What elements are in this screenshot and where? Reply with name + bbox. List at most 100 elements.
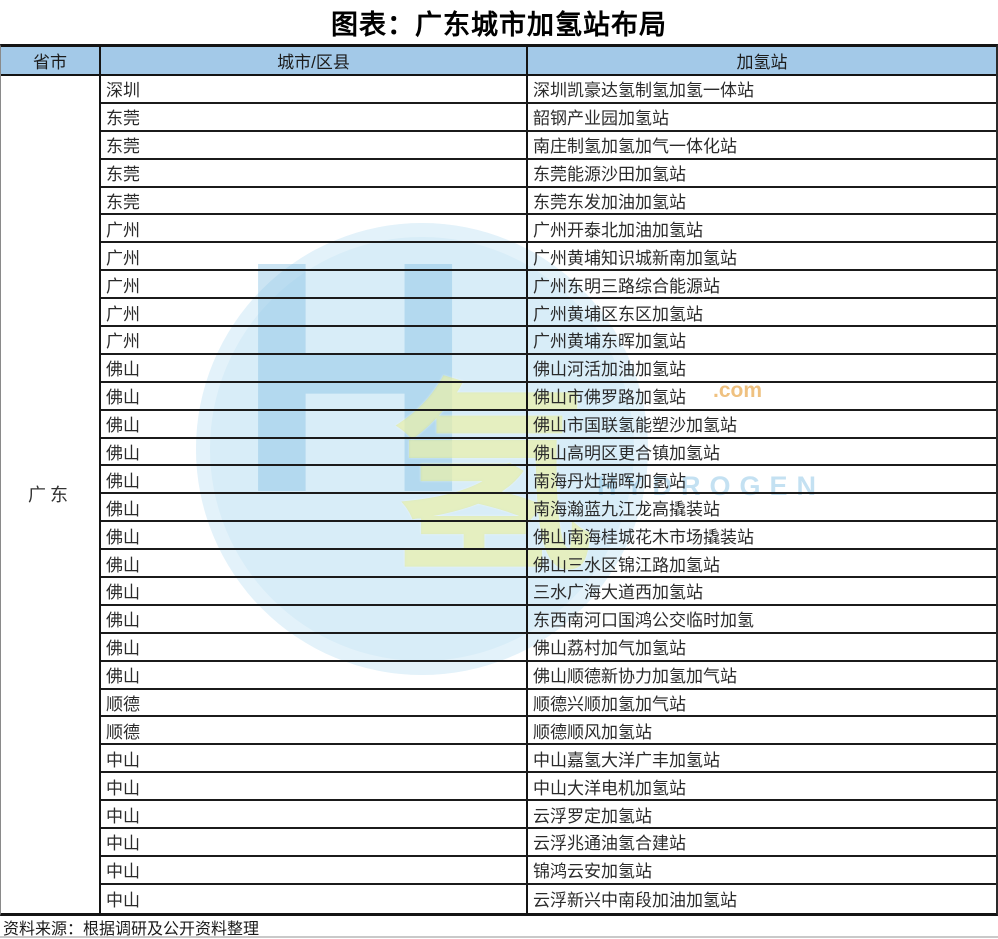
table-row: 广州 广州东明三路综合能源站 bbox=[101, 271, 996, 300]
city-cell: 佛山 bbox=[101, 438, 528, 465]
table-row: 东莞 东莞东发加油加氢站 bbox=[101, 187, 996, 216]
station-cell: 广州开泰北加油加氢站 bbox=[533, 220, 703, 240]
station-cell: 锦鸿云安加氢站 bbox=[533, 862, 652, 882]
station-cell: 佛山南海桂城花木市场撬装站 bbox=[533, 527, 754, 547]
city-cell: 佛山 bbox=[101, 605, 528, 632]
station-cell: 顺德顺风加氢站 bbox=[533, 722, 652, 742]
city-cell: 佛山 bbox=[101, 494, 528, 521]
table-row: 广州 广州黄埔知识城新南加氢站 bbox=[101, 243, 996, 272]
city-cell: 中山 bbox=[101, 745, 528, 772]
city-cell: 佛山 bbox=[101, 466, 528, 493]
table-row: 广州 广州黄埔东晖加氢站 bbox=[101, 327, 996, 355]
table-body: 广东 深圳 深圳凯豪达氢制氢加氢一体站 东莞 韶钢产业园加氢站 东莞 南庄制氢加… bbox=[1, 76, 996, 913]
table-row: 深圳 深圳凯豪达氢制氢加氢一体站 bbox=[101, 76, 996, 104]
table-header-row: 省市 城市/区县 加氢站 bbox=[1, 47, 996, 76]
station-cell: 云浮兆通油氢合建站 bbox=[533, 834, 686, 854]
station-cell: 广州东明三路综合能源站 bbox=[533, 276, 720, 296]
city-cell: 佛山 bbox=[101, 550, 528, 577]
table-row: 佛山 佛山南海桂城花木市场撬装站 bbox=[101, 522, 996, 551]
station-cell: 佛山三水区锦江路加氢站 bbox=[533, 555, 720, 575]
city-cell: 佛山 bbox=[101, 633, 528, 660]
city-cell: 佛山 bbox=[101, 410, 528, 437]
table-body-rows: 深圳 深圳凯豪达氢制氢加氢一体站 东莞 韶钢产业园加氢站 东莞 南庄制氢加氢加气… bbox=[101, 76, 996, 913]
station-cell: 中山嘉氢大洋广丰加氢站 bbox=[533, 750, 720, 770]
city-cell: 中山 bbox=[101, 884, 528, 913]
city-cell: 广州 bbox=[101, 299, 528, 326]
city-cell: 东莞 bbox=[101, 159, 528, 186]
city-cell: 广州 bbox=[101, 271, 528, 298]
page-title: 图表：广东城市加氢站布局 bbox=[331, 10, 667, 40]
station-cell: 广州黄埔东晖加氢站 bbox=[533, 332, 686, 352]
province-merged-cell: 广东 bbox=[1, 76, 101, 913]
city-cell: 广州 bbox=[101, 243, 528, 270]
station-cell: 韶钢产业园加氢站 bbox=[533, 109, 669, 129]
city-cell: 佛山 bbox=[101, 661, 528, 688]
table-row: 中山 锦鸿云安加氢站 bbox=[101, 856, 996, 885]
city-cell: 广州 bbox=[101, 327, 528, 353]
station-cell: 东西南河口国鸿公交临时加氢 bbox=[533, 611, 754, 631]
header-station: 加氢站 bbox=[736, 53, 788, 72]
table-row: 中山 云浮兆通油氢合建站 bbox=[101, 829, 996, 857]
header-city: 城市/区县 bbox=[101, 47, 528, 74]
city-cell: 东莞 bbox=[101, 103, 528, 130]
station-cell: 佛山高明区更合镇加氢站 bbox=[533, 444, 720, 464]
table-row: 广州 广州开泰北加油加氢站 bbox=[101, 215, 996, 244]
station-cell: 佛山河活加油加氢站 bbox=[533, 360, 686, 380]
station-cell: 南海丹灶瑞晖加氢站 bbox=[533, 471, 686, 491]
table-row: 佛山 佛山市国联氢能塑沙加氢站 bbox=[101, 410, 996, 439]
table-row: 广州 广州黄埔区东区加氢站 bbox=[101, 299, 996, 328]
source-note: 资料来源：根据调研及公开资料整理 bbox=[3, 921, 260, 938]
table-row: 佛山 南海丹灶瑞晖加氢站 bbox=[101, 466, 996, 495]
city-cell: 广州 bbox=[101, 215, 528, 242]
city-cell: 中山 bbox=[101, 829, 528, 855]
table-row: 佛山 东西南河口国鸿公交临时加氢 bbox=[101, 605, 996, 634]
station-cell: 佛山市佛罗路加氢站 bbox=[533, 388, 686, 408]
table-row: 佛山 佛山三水区锦江路加氢站 bbox=[101, 550, 996, 579]
station-cell: 佛山市国联氢能塑沙加氢站 bbox=[533, 416, 737, 436]
header-province: 省市 bbox=[1, 47, 101, 74]
city-cell: 中山 bbox=[101, 856, 528, 883]
station-cell: 顺德兴顺加氢加气站 bbox=[533, 695, 686, 715]
station-cell: 云浮罗定加氢站 bbox=[533, 806, 652, 826]
hydrogen-stations-table: H 氢 .com HYDROGEN 省市 城市/区县 加氢站 广东 深圳 深圳凯… bbox=[0, 44, 998, 916]
table-row: 佛山 佛山顺德新协力加氢加气站 bbox=[101, 661, 996, 690]
city-cell: 顺德 bbox=[101, 689, 528, 716]
station-cell: 三水广海大道西加氢站 bbox=[533, 583, 703, 603]
page-bottom-divider bbox=[0, 936, 998, 938]
table-row: 佛山 南海瀚蓝九江龙高撬装站 bbox=[101, 494, 996, 523]
table-row: 顺德 顺德顺风加氢站 bbox=[101, 717, 996, 746]
table-row: 顺德 顺德兴顺加氢加气站 bbox=[101, 689, 996, 718]
station-cell: 佛山顺德新协力加氢加气站 bbox=[533, 667, 737, 687]
table-row: 中山 中山大洋电机加氢站 bbox=[101, 773, 996, 802]
table-row: 佛山 三水广海大道西加氢站 bbox=[101, 578, 996, 606]
station-cell: 云浮新兴中南段加油加氢站 bbox=[533, 891, 737, 911]
table-row: 佛山 佛山市佛罗路加氢站 bbox=[101, 382, 996, 411]
station-cell: 深圳凯豪达氢制氢加氢一体站 bbox=[533, 81, 754, 101]
station-cell: 佛山荔村加气加氢站 bbox=[533, 639, 686, 659]
station-cell: 南庄制氢加氢加气一体化站 bbox=[533, 137, 737, 157]
table-row: 中山 云浮罗定加氢站 bbox=[101, 801, 996, 830]
table-row: 佛山 佛山荔村加气加氢站 bbox=[101, 633, 996, 662]
table-row: 佛山 佛山高明区更合镇加氢站 bbox=[101, 438, 996, 467]
city-cell: 佛山 bbox=[101, 382, 528, 409]
station-cell: 广州黄埔知识城新南加氢站 bbox=[533, 248, 737, 268]
city-cell: 中山 bbox=[101, 801, 528, 828]
city-cell: 佛山 bbox=[101, 522, 528, 549]
table-row: 中山 云浮新兴中南段加油加氢站 bbox=[101, 884, 996, 913]
city-cell: 佛山 bbox=[101, 578, 528, 604]
table-row: 东莞 南庄制氢加氢加气一体化站 bbox=[101, 131, 996, 160]
station-cell: 广州黄埔区东区加氢站 bbox=[533, 304, 703, 324]
city-cell: 佛山 bbox=[101, 354, 528, 381]
city-cell: 顺德 bbox=[101, 717, 528, 744]
city-cell: 中山 bbox=[101, 773, 528, 800]
station-cell: 中山大洋电机加氢站 bbox=[533, 778, 686, 798]
city-cell: 东莞 bbox=[101, 187, 528, 214]
city-cell: 深圳 bbox=[101, 76, 528, 102]
table-row: 中山 中山嘉氢大洋广丰加氢站 bbox=[101, 745, 996, 774]
station-cell: 南海瀚蓝九江龙高撬装站 bbox=[533, 499, 720, 519]
station-cell: 东莞能源沙田加氢站 bbox=[533, 165, 686, 185]
table-row: 东莞 东莞能源沙田加氢站 bbox=[101, 159, 996, 188]
table-row: 佛山 佛山河活加油加氢站 bbox=[101, 354, 996, 383]
table-row: 东莞 韶钢产业园加氢站 bbox=[101, 103, 996, 132]
